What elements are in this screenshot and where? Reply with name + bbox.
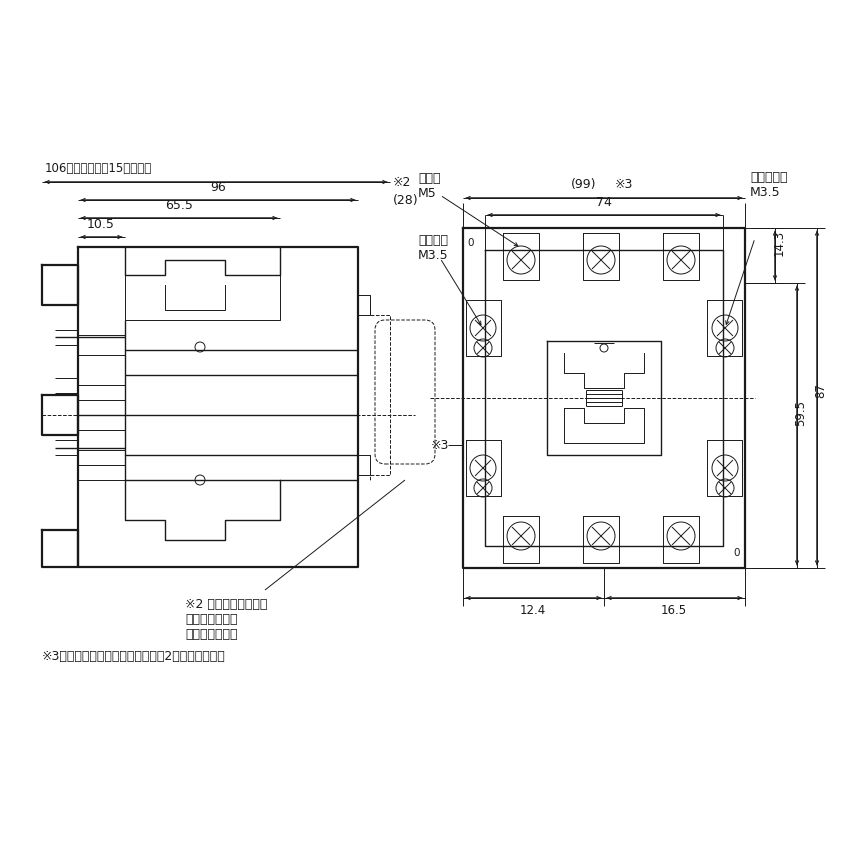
Text: を取付けた場合: を取付けた場合: [185, 628, 237, 641]
Text: 87: 87: [814, 383, 828, 398]
Text: 12.4: 12.4: [520, 604, 546, 617]
Text: 10.5: 10.5: [87, 218, 115, 231]
Text: 補助端子
M3.5: 補助端子 M3.5: [418, 234, 448, 262]
Text: コイル端子
M3.5: コイル端子 M3.5: [750, 171, 787, 199]
Text: (28): (28): [393, 193, 419, 207]
Text: 0: 0: [733, 548, 740, 558]
Text: 16.5: 16.5: [661, 604, 687, 617]
Text: ※2 補助接点ユニット: ※2 補助接点ユニット: [185, 598, 267, 611]
Text: （ヘッドオン）: （ヘッドオン）: [185, 613, 237, 626]
Text: 96: 96: [210, 181, 226, 194]
Text: 主端子
M5: 主端子 M5: [418, 172, 441, 200]
Text: 74: 74: [596, 196, 612, 209]
Text: (99): (99): [571, 178, 597, 191]
Text: ※3: ※3: [431, 438, 449, 452]
Text: 59.5: 59.5: [795, 399, 807, 426]
Text: 14.3: 14.3: [773, 230, 785, 256]
Text: 106（レール高き15の場合）: 106（レール高き15の場合）: [45, 162, 152, 175]
Text: ※3: ※3: [615, 178, 633, 191]
Text: 0: 0: [468, 238, 474, 248]
Text: 65.5: 65.5: [165, 199, 193, 212]
Text: ※2: ※2: [393, 176, 411, 188]
Text: ※3　サイドオン補助接点ユニット2個取付けた場合: ※3 サイドオン補助接点ユニット2個取付けた場合: [42, 650, 225, 663]
